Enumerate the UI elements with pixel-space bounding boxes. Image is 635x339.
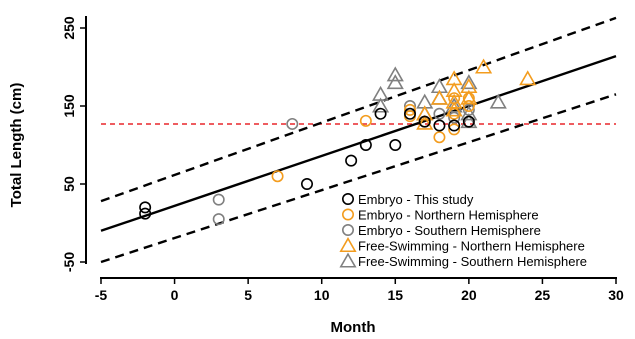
y-tick-label: 150 xyxy=(61,94,77,118)
y-axis-label: Total Length (cm) xyxy=(8,83,25,208)
x-tick-label: -5 xyxy=(95,287,108,303)
data-point xyxy=(345,154,358,167)
data-point xyxy=(403,103,416,116)
data-point xyxy=(139,207,152,220)
confidence-lower-line xyxy=(100,93,617,264)
data-point xyxy=(359,114,372,127)
data-point xyxy=(371,85,390,101)
data-point xyxy=(462,115,475,128)
legend-label: Embryo - Southern Hemisphere xyxy=(358,223,541,238)
data-point xyxy=(430,89,449,105)
data-point xyxy=(359,139,372,152)
data-point xyxy=(139,201,152,214)
data-point xyxy=(430,89,449,105)
data-point xyxy=(448,107,461,120)
data-point xyxy=(300,178,313,191)
x-tick-label: 10 xyxy=(314,287,330,303)
data-point xyxy=(489,93,507,109)
data-point xyxy=(433,107,446,120)
y-tick-label: -50 xyxy=(61,252,77,272)
x-tick-label: 15 xyxy=(387,287,403,303)
data-point xyxy=(403,107,416,120)
x-axis-label: Month xyxy=(331,319,376,336)
data-point xyxy=(474,58,493,74)
confidence-upper-line xyxy=(100,16,617,203)
data-point xyxy=(416,105,434,121)
data-point xyxy=(416,114,434,130)
data-point xyxy=(448,111,461,124)
data-point xyxy=(212,213,225,226)
data-point xyxy=(271,170,284,183)
x-tick-label: 0 xyxy=(171,287,179,303)
data-point xyxy=(462,100,475,113)
legend-label: Free-Swimming - Northern Hemisphere xyxy=(358,239,585,254)
data-point xyxy=(460,74,478,90)
data-point xyxy=(519,70,537,86)
y-tick-label: 250 xyxy=(61,16,77,40)
x-tick-label: 20 xyxy=(461,287,477,303)
x-tick-label: 5 xyxy=(244,287,252,303)
data-point xyxy=(433,131,446,144)
data-point xyxy=(448,123,461,136)
data-point xyxy=(286,117,299,130)
legend-marker xyxy=(341,208,354,221)
legend-marker xyxy=(339,252,357,268)
legend-marker xyxy=(341,193,354,206)
data-point xyxy=(462,92,475,105)
data-point xyxy=(433,119,446,132)
data-point xyxy=(462,103,475,116)
x-tick-label: 30 xyxy=(608,287,624,303)
legend-label: Free-Swimming - Southern Hemisphere xyxy=(358,254,587,269)
data-point xyxy=(448,92,461,105)
y-tick-label: 50 xyxy=(61,176,77,192)
data-point xyxy=(212,193,225,206)
data-point xyxy=(371,97,390,113)
x-tick-label: 25 xyxy=(535,287,551,303)
data-point xyxy=(389,139,402,152)
data-point xyxy=(418,115,431,128)
data-point xyxy=(374,107,387,120)
legend-label: Embryo - This study xyxy=(358,192,474,207)
legend-marker xyxy=(341,224,354,237)
data-point xyxy=(448,119,461,132)
legend-marker xyxy=(339,237,357,253)
data-point xyxy=(386,74,404,90)
data-point xyxy=(386,66,404,82)
data-points xyxy=(139,58,537,226)
legend-label: Embryo - Northern Hemisphere xyxy=(358,208,539,223)
